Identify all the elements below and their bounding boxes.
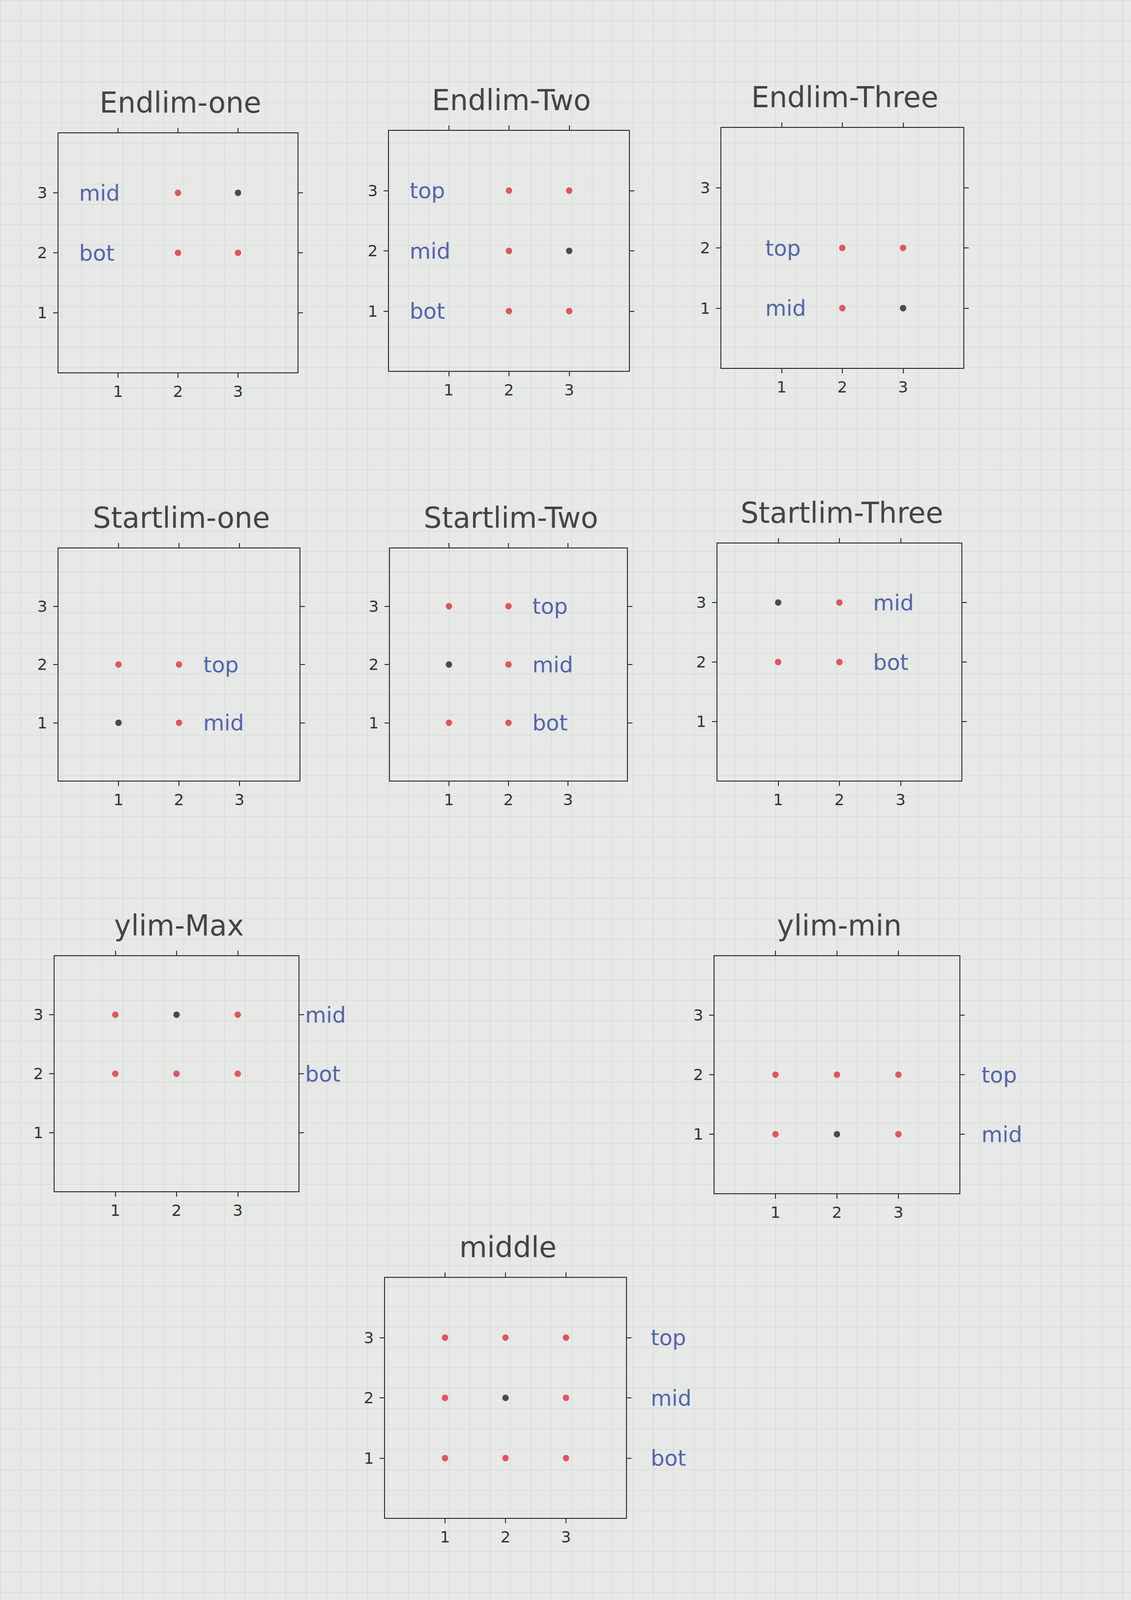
svg-text:1: 1 [363,1448,374,1468]
svg-text:2: 2 [834,790,845,809]
svg-text:bot: bot [304,1061,341,1087]
svg-text:2: 2 [504,380,514,400]
svg-text:3: 3 [232,1200,243,1220]
svg-text:Startlim-Two: Startlim-Two [423,501,599,535]
svg-text:Endlim-one: Endlim-one [99,86,262,120]
svg-text:middle: middle [459,1230,557,1264]
svg-text:1: 1 [440,1527,450,1547]
svg-text:1: 1 [770,1202,781,1222]
svg-text:2: 2 [500,1527,511,1547]
svg-text:3: 3 [37,596,48,616]
svg-text:ylim-min: ylim-min [776,908,902,943]
svg-text:ylim-Max: ylim-Max [114,908,244,943]
svg-text:2: 2 [173,382,183,401]
svg-text:top: top [532,593,568,619]
svg-text:1: 1 [696,712,707,731]
svg-text:3: 3 [895,790,906,809]
svg-text:top: top [650,1324,686,1350]
svg-text:3: 3 [893,1202,904,1222]
svg-text:bot: bot [532,710,568,736]
svg-text:3: 3 [37,183,48,203]
svg-text:3: 3 [897,377,908,397]
svg-text:3: 3 [700,178,711,198]
svg-text:Startlim-Three: Startlim-Three [740,496,944,530]
svg-text:top: top [203,652,239,678]
svg-text:bot: bot [650,1445,686,1471]
svg-text:1: 1 [700,298,711,318]
svg-text:1: 1 [367,301,378,321]
svg-text:3: 3 [33,1005,44,1024]
svg-text:1: 1 [444,790,454,809]
svg-text:bot: bot [79,240,115,266]
svg-text:mid: mid [981,1121,1023,1147]
svg-text:3: 3 [234,790,245,809]
svg-text:3: 3 [564,380,574,400]
svg-text:2: 2 [367,241,378,261]
svg-text:mid: mid [532,652,573,678]
svg-text:1: 1 [113,382,123,401]
svg-text:3: 3 [363,1328,374,1347]
svg-text:mid: mid [409,238,451,264]
svg-text:mid: mid [79,180,120,206]
svg-text:mid: mid [304,1002,346,1028]
svg-text:2: 2 [693,1065,704,1084]
svg-text:2: 2 [696,652,707,672]
svg-text:1: 1 [368,713,379,733]
svg-text:2: 2 [37,243,48,263]
svg-text:1: 1 [33,1123,44,1142]
svg-text:2: 2 [33,1064,44,1083]
svg-text:top: top [409,178,446,204]
svg-text:1: 1 [110,1200,120,1220]
svg-text:mid: mid [765,295,806,321]
svg-text:2: 2 [363,1388,374,1407]
svg-text:2: 2 [368,654,379,674]
svg-text:1: 1 [37,713,48,733]
svg-text:1: 1 [113,790,124,809]
svg-text:3: 3 [561,1527,571,1547]
svg-text:2: 2 [174,790,184,809]
svg-text:3: 3 [233,382,243,401]
svg-text:2: 2 [700,238,711,258]
svg-text:1: 1 [773,790,783,809]
svg-text:Startlim-one: Startlim-one [92,501,270,535]
svg-text:top: top [981,1062,1017,1088]
svg-text:3: 3 [367,181,378,201]
svg-text:2: 2 [171,1200,182,1220]
svg-text:3: 3 [368,596,379,616]
svg-text:bot: bot [409,298,446,324]
svg-text:3: 3 [563,790,573,809]
svg-text:Endlim-Two: Endlim-Two [431,83,591,118]
svg-text:mid: mid [872,590,914,616]
svg-text:bot: bot [872,649,909,675]
svg-text:top: top [765,235,801,261]
svg-text:mid: mid [203,710,244,736]
svg-text:1: 1 [776,377,787,397]
svg-text:Endlim-Three: Endlim-Three [751,80,939,115]
svg-text:1: 1 [443,380,454,400]
svg-text:1: 1 [37,303,48,323]
svg-text:1: 1 [693,1124,704,1144]
svg-text:3: 3 [693,1005,704,1025]
svg-text:mid: mid [650,1385,692,1411]
svg-text:2: 2 [837,377,848,397]
svg-text:2: 2 [832,1202,842,1222]
svg-text:2: 2 [503,790,514,809]
svg-text:2: 2 [37,654,48,674]
svg-text:3: 3 [696,593,707,612]
